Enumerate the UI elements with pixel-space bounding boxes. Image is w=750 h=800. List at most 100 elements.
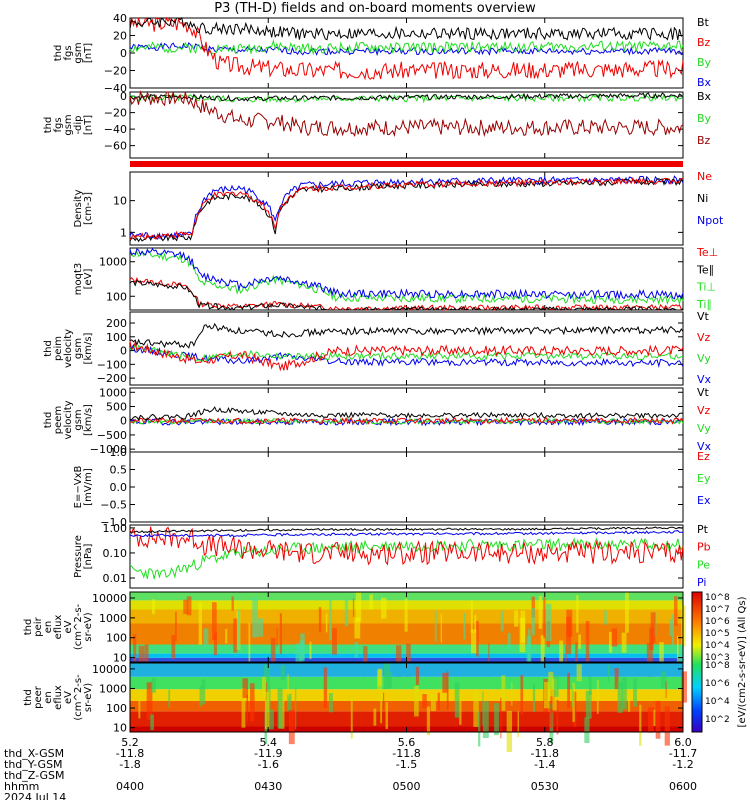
y-tick-label: 100 (106, 702, 127, 715)
ylabel-line: thd (43, 117, 54, 134)
spectrogram-streak (559, 640, 564, 682)
plot-title: P3 (TH-D) fields and on-board moments ov… (214, 1, 536, 16)
series-Pi (129, 530, 684, 538)
y-tick-label: 0.01 (103, 572, 128, 585)
spectrogram-streak (482, 691, 484, 726)
spectrogram-streak (566, 616, 572, 655)
spectrogram-streak (576, 664, 582, 682)
ylabel-line: fgs (63, 45, 74, 60)
panel-ylabel: thd fgs gsm [nT] (53, 42, 94, 63)
ylabel-line: peem (53, 406, 64, 434)
spectrogram-streak (344, 598, 349, 627)
spectrogram-streak (350, 697, 353, 739)
spectrogram-streak (531, 596, 535, 618)
spectrogram-streak (627, 693, 631, 712)
spectrogram-streak (288, 709, 295, 745)
y-tick-label: 100 (106, 290, 127, 303)
y-tick-label: −40 (104, 82, 127, 95)
spectrogram-streak (507, 632, 511, 651)
colorbar-scale (691, 591, 703, 733)
y-tick-label: −20 (104, 107, 127, 120)
orbit-row-value: -1.6 (258, 758, 279, 771)
spectrogram-streak (138, 645, 145, 666)
spectrogram-streak (572, 682, 575, 722)
y-tick-label: 0.10 (103, 547, 128, 560)
legend-Bx: Bx (697, 90, 712, 103)
series-Ne (129, 176, 684, 241)
colorbar-tick-label: 10^6 (705, 679, 730, 689)
spectrogram-streak (279, 613, 282, 654)
spectrogram-streak (328, 692, 333, 713)
spectrogram-streak (646, 642, 653, 678)
spectrogram-streak (633, 678, 637, 707)
legend-Ex: Ex (697, 494, 711, 507)
ylabel-line: (cm^2-s- (73, 674, 84, 721)
panel-4: 1000 100 moqt3 [eV] Te⊥ Te∥ Ti⊥ Ti∥ (73, 246, 718, 312)
colorbar-tick-label: 10^3 (705, 653, 730, 663)
legend-Bz: Bz (697, 134, 711, 147)
y-tick-label: 40 (113, 12, 127, 25)
x-tick-label: 6.0 (674, 736, 692, 749)
y-tick-label: −500 (97, 429, 127, 442)
orbit-row-value: -11.8 (392, 747, 420, 760)
ylabel-line: eflux (53, 685, 64, 710)
spectrogram-streak (171, 635, 176, 659)
spectrogram-streak (584, 717, 590, 744)
spectrogram-streak (186, 596, 192, 616)
series-Bx (129, 41, 684, 57)
spectrogram-streak (383, 663, 390, 689)
series-Vt (129, 406, 684, 421)
y-tick-label: 1000 (99, 386, 127, 399)
panel-2: 0 −20 −40 −60 thd fgs gsm -dip [nT] Bx By Bz (43, 90, 712, 159)
orbit-row-value: -11.7 (669, 747, 697, 760)
ylabel-line: eV (63, 620, 74, 633)
spectrogram-streak (354, 617, 361, 639)
legend-Ez: Ez (697, 450, 710, 463)
spectrogram-streak (459, 696, 462, 725)
spectrogram-streak (287, 674, 289, 697)
spectrogram-streak (659, 642, 664, 666)
spectrogram-streak (138, 689, 141, 719)
ylabel-line: gsm (73, 409, 84, 430)
spectrogram-streak (500, 697, 502, 739)
spectrogram-streak (446, 671, 449, 710)
legend-Npot: Npot (697, 214, 724, 227)
spectrogram-streak (388, 671, 393, 688)
y-tick-label: 10 (113, 195, 127, 208)
legend-Ne: Ne (697, 170, 712, 183)
spectrogram-streak (474, 614, 477, 633)
ylabel-line: fgs (53, 117, 64, 132)
orbit-row-value: -1.2 (672, 758, 693, 771)
panel-ylabel: Density [cm-3] (73, 189, 94, 227)
series-By (129, 39, 684, 56)
spectrogram-streak (183, 599, 188, 615)
spectrogram-streak (473, 691, 479, 727)
series-Bz (129, 90, 684, 138)
y-tick-label: −1.0 (100, 516, 127, 529)
spectrogram-streak (318, 607, 322, 632)
orbit-row-value: -11.8 (116, 747, 144, 760)
spectrogram-streak (146, 682, 153, 720)
legend-Vt: Vt (697, 310, 710, 323)
spectrogram-streak (377, 669, 382, 691)
spectrogram-streak (556, 699, 559, 735)
spectrogram-streak (198, 602, 202, 645)
y-tick-label: −20 (104, 65, 127, 78)
spectrogram-streak (287, 693, 292, 712)
spectrogram-streak (511, 682, 513, 706)
spectrogram-streak (506, 710, 513, 752)
spectrogram-streak (250, 683, 255, 722)
spectrogram-streak (264, 691, 270, 730)
spectrogram-streak (528, 628, 531, 665)
panel-ylabel: moqt3 [eV] (73, 263, 94, 296)
spectrogram-streak (650, 612, 656, 644)
legend-Ey: Ey (697, 472, 711, 485)
spectrogram-streak (309, 641, 312, 659)
y-tick-label: 100 (106, 632, 127, 645)
ylabel-line: gsm (63, 114, 74, 135)
ylabel-line: [cm-3] (83, 192, 94, 225)
colorbar-tick-label: 10^5 (705, 629, 730, 639)
ylabel-line: gsm (73, 338, 84, 359)
